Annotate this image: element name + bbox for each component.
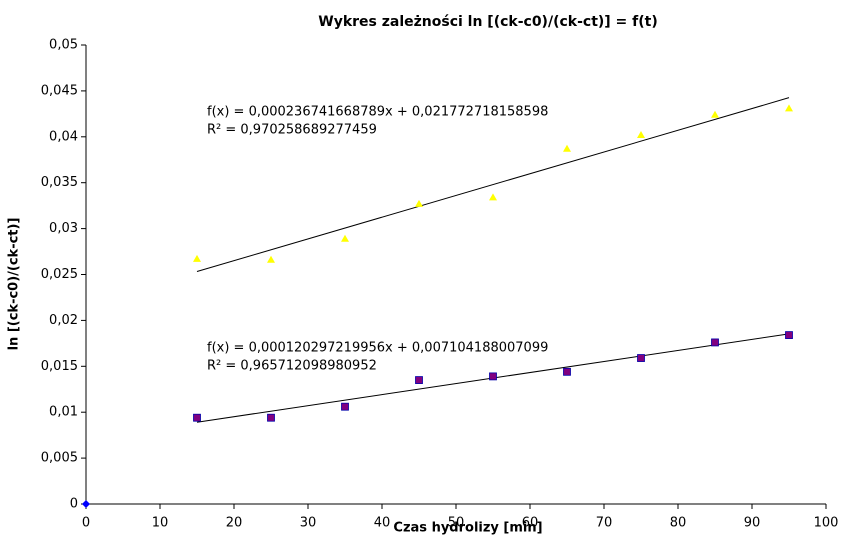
y-tick-label: 0,045 <box>41 83 78 98</box>
trendline-equation: f(x) = 0,000236741668789x + 0,0217727181… <box>207 105 548 120</box>
point <box>267 255 275 263</box>
x-tick-label: 60 <box>522 516 539 531</box>
y-tick-label: 0,005 <box>41 451 78 466</box>
point <box>711 110 719 118</box>
trendline-r2: R² = 0,965712098980952 <box>207 359 377 374</box>
point <box>563 367 571 376</box>
point <box>785 104 793 112</box>
y-tick-label: 0,035 <box>41 175 78 190</box>
trendline-equation: f(x) = 0,000120297219956x + 0,0071041880… <box>207 341 548 356</box>
point <box>341 402 349 411</box>
x-tick-label: 0 <box>82 516 90 531</box>
x-tick-label: 90 <box>744 516 761 531</box>
trendline <box>196 97 790 273</box>
point <box>489 193 497 201</box>
point <box>415 199 423 207</box>
y-tick-label: 0,05 <box>49 38 78 53</box>
y-tick-label: 0,015 <box>41 359 78 374</box>
x-axis-label: Czas hydrolizy [min] <box>393 521 542 536</box>
point <box>415 376 423 384</box>
point <box>637 130 645 138</box>
y-tick-label: 0,02 <box>49 313 78 328</box>
x-tick-label: 50 <box>448 516 465 531</box>
y-axis-label: ln [(ck-c0)/(ck-ct)] <box>7 218 22 351</box>
point <box>711 338 719 347</box>
point <box>637 354 645 362</box>
x-tick-label: 80 <box>670 516 687 531</box>
y-tick-label: 0,03 <box>49 221 78 236</box>
x-tick-label: 30 <box>300 516 317 531</box>
y-tick-label: 0,025 <box>41 267 78 282</box>
y-tick-label: 0,04 <box>49 129 78 144</box>
x-tick-label: 40 <box>374 516 391 531</box>
chart-title: Wykres zależności ln [(ck-c0)/(ck-ct)] =… <box>318 14 658 30</box>
point <box>341 234 349 242</box>
point <box>267 413 275 422</box>
point <box>193 413 201 422</box>
x-tick-label: 10 <box>152 516 169 531</box>
x-tick-label: 70 <box>596 516 613 531</box>
point <box>563 144 571 152</box>
y-tick-label: 0 <box>70 497 78 512</box>
y-tick-label: 0,01 <box>49 405 78 420</box>
point <box>785 331 793 339</box>
trendline-r2: R² = 0,970258689277459 <box>207 123 377 138</box>
x-tick-label: 20 <box>226 516 243 531</box>
point <box>82 500 90 508</box>
point <box>193 254 201 262</box>
x-tick-label: 100 <box>814 516 839 531</box>
point <box>489 372 497 381</box>
